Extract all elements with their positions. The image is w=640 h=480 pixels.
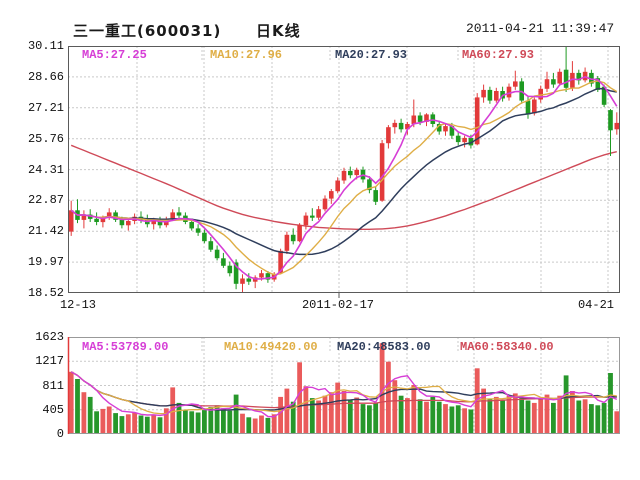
volume-axis-tick: 811 bbox=[42, 379, 64, 393]
volume-axis-tick: 1217 bbox=[35, 354, 64, 368]
price-axis-tick: 21.42 bbox=[27, 224, 64, 238]
price-axis-tick: 19.97 bbox=[27, 255, 64, 269]
price-axis-tick: 28.66 bbox=[27, 70, 64, 84]
price-ma10-label: MA10:27.96 bbox=[210, 48, 283, 62]
volume-axis-tick: 0 bbox=[56, 427, 64, 441]
price-axis-tick: 18.52 bbox=[27, 286, 64, 300]
volume-ma60-label: MA60:58340.00 bbox=[460, 340, 554, 354]
price-ma60-label: MA60:27.93 bbox=[462, 48, 535, 62]
x-axis-label-middle: 2011-02-17 bbox=[301, 298, 374, 312]
price-chart-canvas[interactable] bbox=[68, 46, 620, 298]
price-axis-tick: 27.21 bbox=[27, 101, 64, 115]
volume-axis-tick: 1623 bbox=[35, 330, 64, 344]
price-ma20-label: MA20:27.93 bbox=[335, 48, 408, 62]
price-ma5-label: MA5:27.25 bbox=[82, 48, 147, 62]
price-axis-tick: 30.11 bbox=[27, 39, 64, 53]
volume-ma5-label: MA5:53789.00 bbox=[82, 340, 169, 354]
volume-ma20-label: MA20:48583.00 bbox=[337, 340, 431, 354]
volume-axis-tick: 405 bbox=[42, 403, 64, 417]
price-axis-tick: 25.76 bbox=[27, 132, 64, 146]
datetime-label: 2011-04-21 11:39:47 bbox=[466, 21, 615, 36]
volume-chart-canvas[interactable] bbox=[67, 337, 620, 434]
price-axis-tick: 24.31 bbox=[27, 163, 64, 177]
volume-ma10-label: MA10:49420.00 bbox=[224, 340, 318, 354]
x-axis-label-end: 04-21 bbox=[577, 298, 614, 312]
stock-title: 三一重工(600031) bbox=[73, 22, 222, 40]
x-axis-label-start: 12-13 bbox=[59, 298, 96, 312]
chart-type-title: 日K线 bbox=[256, 22, 301, 40]
price-axis-tick: 22.87 bbox=[27, 193, 64, 207]
